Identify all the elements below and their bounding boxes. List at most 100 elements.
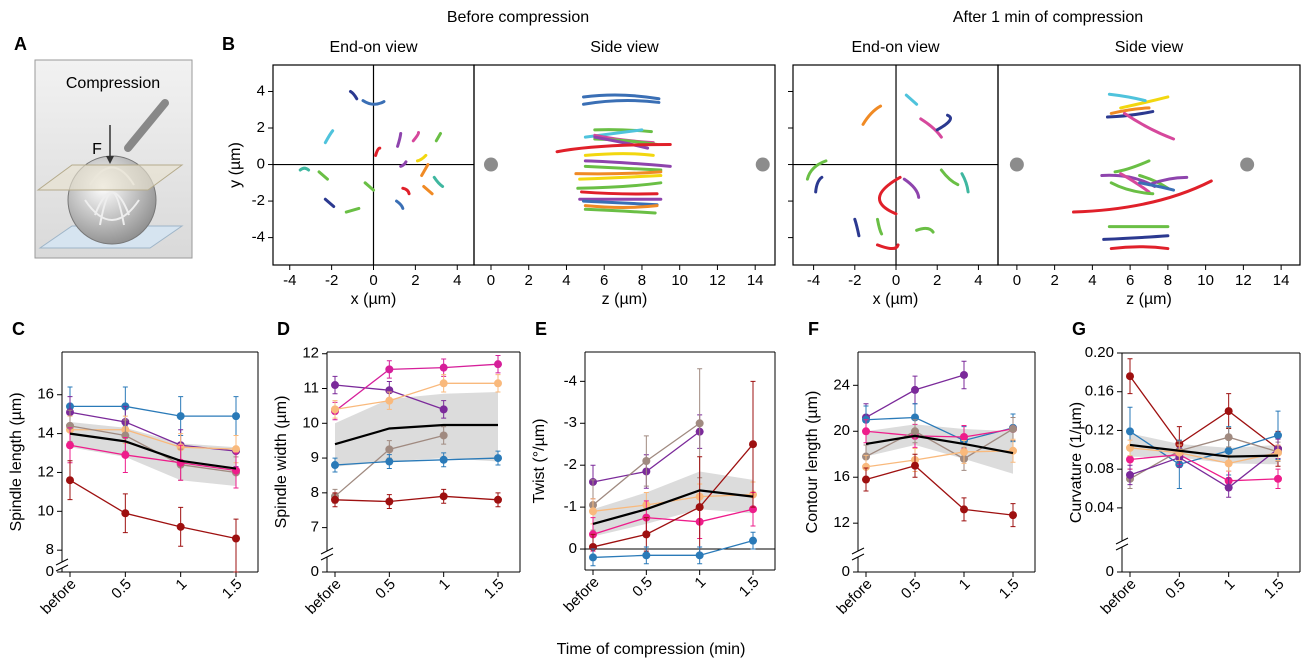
series-line (592, 443, 754, 548)
y-axis-label: y (µm) (227, 142, 244, 188)
x-tick-label: before (834, 576, 876, 618)
series-line (865, 428, 1014, 438)
fiber (805, 159, 828, 181)
x-tick-label: 6 (1126, 272, 1134, 289)
panel-letter: G (1072, 319, 1086, 339)
x-tick-label: 0 (487, 272, 495, 289)
fiber (298, 166, 311, 172)
fiber (399, 160, 408, 168)
data-point (862, 462, 870, 471)
mean-line (69, 432, 237, 470)
y-tick-label: 11 (303, 379, 319, 396)
x-tick-label: 2 (411, 272, 419, 289)
series-line (69, 444, 237, 472)
axis-break (1115, 537, 1129, 545)
fiber (902, 177, 921, 199)
mean-band (593, 471, 753, 537)
data-point (1224, 433, 1233, 442)
fiber (875, 243, 900, 251)
y-tick-label: 14 (37, 425, 54, 442)
chart-title: Side view (590, 39, 659, 56)
fiber (1147, 175, 1189, 187)
pole (1240, 157, 1255, 172)
fiber (593, 128, 653, 134)
fiber (875, 217, 884, 236)
fiber (578, 174, 663, 181)
fiber (583, 164, 663, 172)
series-line (334, 495, 499, 503)
fiber (396, 131, 403, 148)
axis-break (55, 564, 69, 572)
axis-break (55, 558, 69, 566)
series-line (865, 465, 1014, 516)
x-tick-label: -4 (283, 272, 296, 289)
series-line (70, 429, 237, 450)
x-tick-label: before (303, 576, 345, 618)
y-tick-label: 12 (37, 463, 54, 480)
x-tick-label: 14 (1273, 272, 1290, 289)
fiber (581, 93, 661, 101)
y-axis-label: Spindle length (µm) (8, 392, 25, 531)
x-tick-label: 4 (974, 272, 982, 289)
fiber (583, 152, 655, 157)
fiber (583, 159, 672, 168)
y-tick-label: 0.08 (1085, 460, 1114, 477)
data-point (121, 509, 130, 518)
pole (483, 157, 498, 172)
data-point (439, 405, 448, 414)
x-tick-label: 2 (933, 272, 941, 289)
data-point (439, 492, 448, 501)
x-tick-label: 1.5 (1261, 576, 1288, 603)
fiber (323, 129, 335, 145)
series-line (592, 540, 754, 559)
data-point (385, 497, 394, 506)
fiber (415, 153, 428, 163)
fiber (580, 190, 659, 196)
fiber (374, 146, 382, 157)
y-tick-label: -2 (564, 456, 577, 473)
data-point (66, 441, 74, 450)
fiber (1109, 106, 1151, 115)
data-point (642, 551, 651, 560)
panel-letter: B (222, 34, 235, 54)
y-tick-label: 24 (833, 376, 850, 393)
x-tick-label: 0.5 (898, 576, 925, 603)
x-tick-label: before (1098, 576, 1140, 618)
data-point (121, 450, 130, 459)
fiber (395, 199, 405, 210)
fiber (432, 175, 445, 188)
series-line (1129, 448, 1279, 489)
x-tick-label: 10 (671, 272, 688, 289)
x-tick-label: 14 (747, 272, 764, 289)
y-tick-label: 0 (1106, 563, 1114, 580)
series-line (334, 382, 498, 411)
data-point (960, 447, 968, 456)
data-point (1126, 372, 1134, 381)
data-point (695, 551, 704, 560)
pole (1009, 157, 1024, 172)
panel-letter: A (14, 34, 27, 54)
data-point (331, 405, 339, 414)
x-tick-label: 8 (638, 272, 646, 289)
fiber (939, 168, 960, 187)
group-title: Before compression (447, 9, 589, 26)
fiber (593, 135, 650, 150)
data-point (1224, 446, 1233, 455)
y-axis-label: Twist (°/µm) (531, 419, 548, 504)
fiber (361, 99, 386, 106)
fiber (1072, 179, 1213, 214)
data-point (960, 370, 968, 379)
y-tick-label: 2 (257, 119, 265, 136)
series-line (1129, 453, 1279, 482)
data-point (176, 522, 185, 531)
y-tick-label: 10 (37, 502, 54, 519)
series-line (865, 450, 1014, 468)
x-tick-label: 8 (1164, 272, 1172, 289)
y-tick-label: 0.16 (1085, 383, 1114, 400)
panel-a: A Compression F (14, 34, 193, 259)
y-tick-label: 9 (311, 449, 319, 466)
x-tick-label: 4 (453, 272, 461, 289)
x-tick-label: before (38, 576, 80, 618)
panel-letter: F (808, 319, 819, 339)
